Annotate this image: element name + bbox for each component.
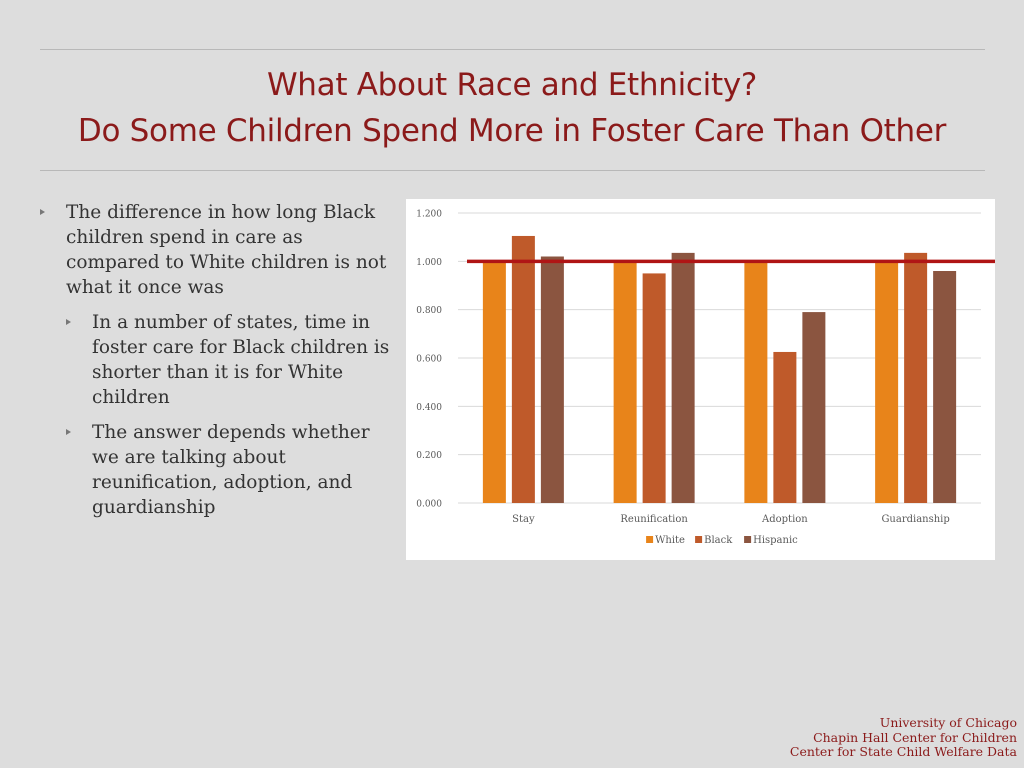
bar-white (744, 261, 768, 503)
legend-swatch-hispanic (744, 536, 752, 543)
legend-label: Black (704, 535, 733, 546)
bottom-divider (40, 170, 985, 171)
bar-chart: 0.000 0.200 0.400 0.600 0.800 1.000 1.200 Stay R… (416, 210, 995, 546)
bullet-list: The difference in how long Black childre… (38, 200, 398, 520)
y-tick-label: 0.200 (416, 451, 442, 461)
bullet-text: The difference in how long Black childre… (66, 202, 387, 298)
bullet-arrow-icon (40, 209, 45, 215)
bar-white (875, 261, 899, 503)
x-category-label: Adoption (761, 514, 808, 525)
bar-hispanic (540, 256, 564, 503)
bullet-arrow-icon (66, 319, 71, 325)
bar-black (511, 235, 535, 504)
legend-swatch-black (695, 536, 703, 543)
bar-hispanic (933, 271, 957, 503)
x-category-label: Stay (512, 514, 535, 525)
bar-black (642, 273, 666, 503)
y-tick-label: 1.000 (416, 258, 442, 268)
legend-label: White (655, 535, 685, 546)
bar-white (482, 261, 506, 503)
title-line-1: What About Race and Ethnicity? (266, 67, 758, 103)
x-category-label: Guardianship (881, 514, 949, 525)
x-category-label: Reunification (620, 514, 688, 525)
bar-hispanic (802, 312, 826, 503)
footer-credits: University of Chicago Chapin Hall Center… (789, 715, 1017, 760)
y-tick-label: 0.800 (416, 306, 442, 316)
y-tick-label: 0.600 (416, 355, 442, 365)
legend-label: Hispanic (753, 535, 798, 546)
sub-bullet-item: In a number of states, time in foster ca… (38, 310, 398, 410)
footer-line-2: Chapin Hall Center for Children (813, 729, 1017, 745)
bar-black (773, 351, 797, 503)
bar-black (904, 252, 928, 503)
bar-white (613, 261, 637, 503)
slide-title: What About Race and Ethnicity? Do Some C… (0, 62, 1024, 154)
legend-swatch-white (646, 536, 654, 543)
sub-bullet-text: The answer depends whether we are talkin… (92, 422, 370, 518)
y-tick-label: 0.000 (416, 500, 442, 510)
footer-line-1: University of Chicago (879, 715, 1017, 730)
sub-bullet-item: The answer depends whether we are talkin… (38, 420, 398, 520)
sub-bullet-text: In a number of states, time in foster ca… (92, 312, 390, 408)
bullet-item: The difference in how long Black childre… (38, 200, 398, 300)
bar-chart-panel: 0.000 0.200 0.400 0.600 0.800 1.000 1.200 Stay R… (406, 199, 995, 560)
bar-hispanic (671, 252, 695, 503)
bullet-arrow-icon (66, 429, 71, 435)
top-divider (40, 49, 985, 50)
y-tick-label: 0.400 (416, 403, 442, 413)
y-tick-label: 1.200 (416, 210, 442, 220)
footer-line-3: Center for State Child Welfare Data (789, 744, 1017, 759)
title-line-2: Do Some Children Spend More in Foster Ca… (77, 113, 947, 149)
